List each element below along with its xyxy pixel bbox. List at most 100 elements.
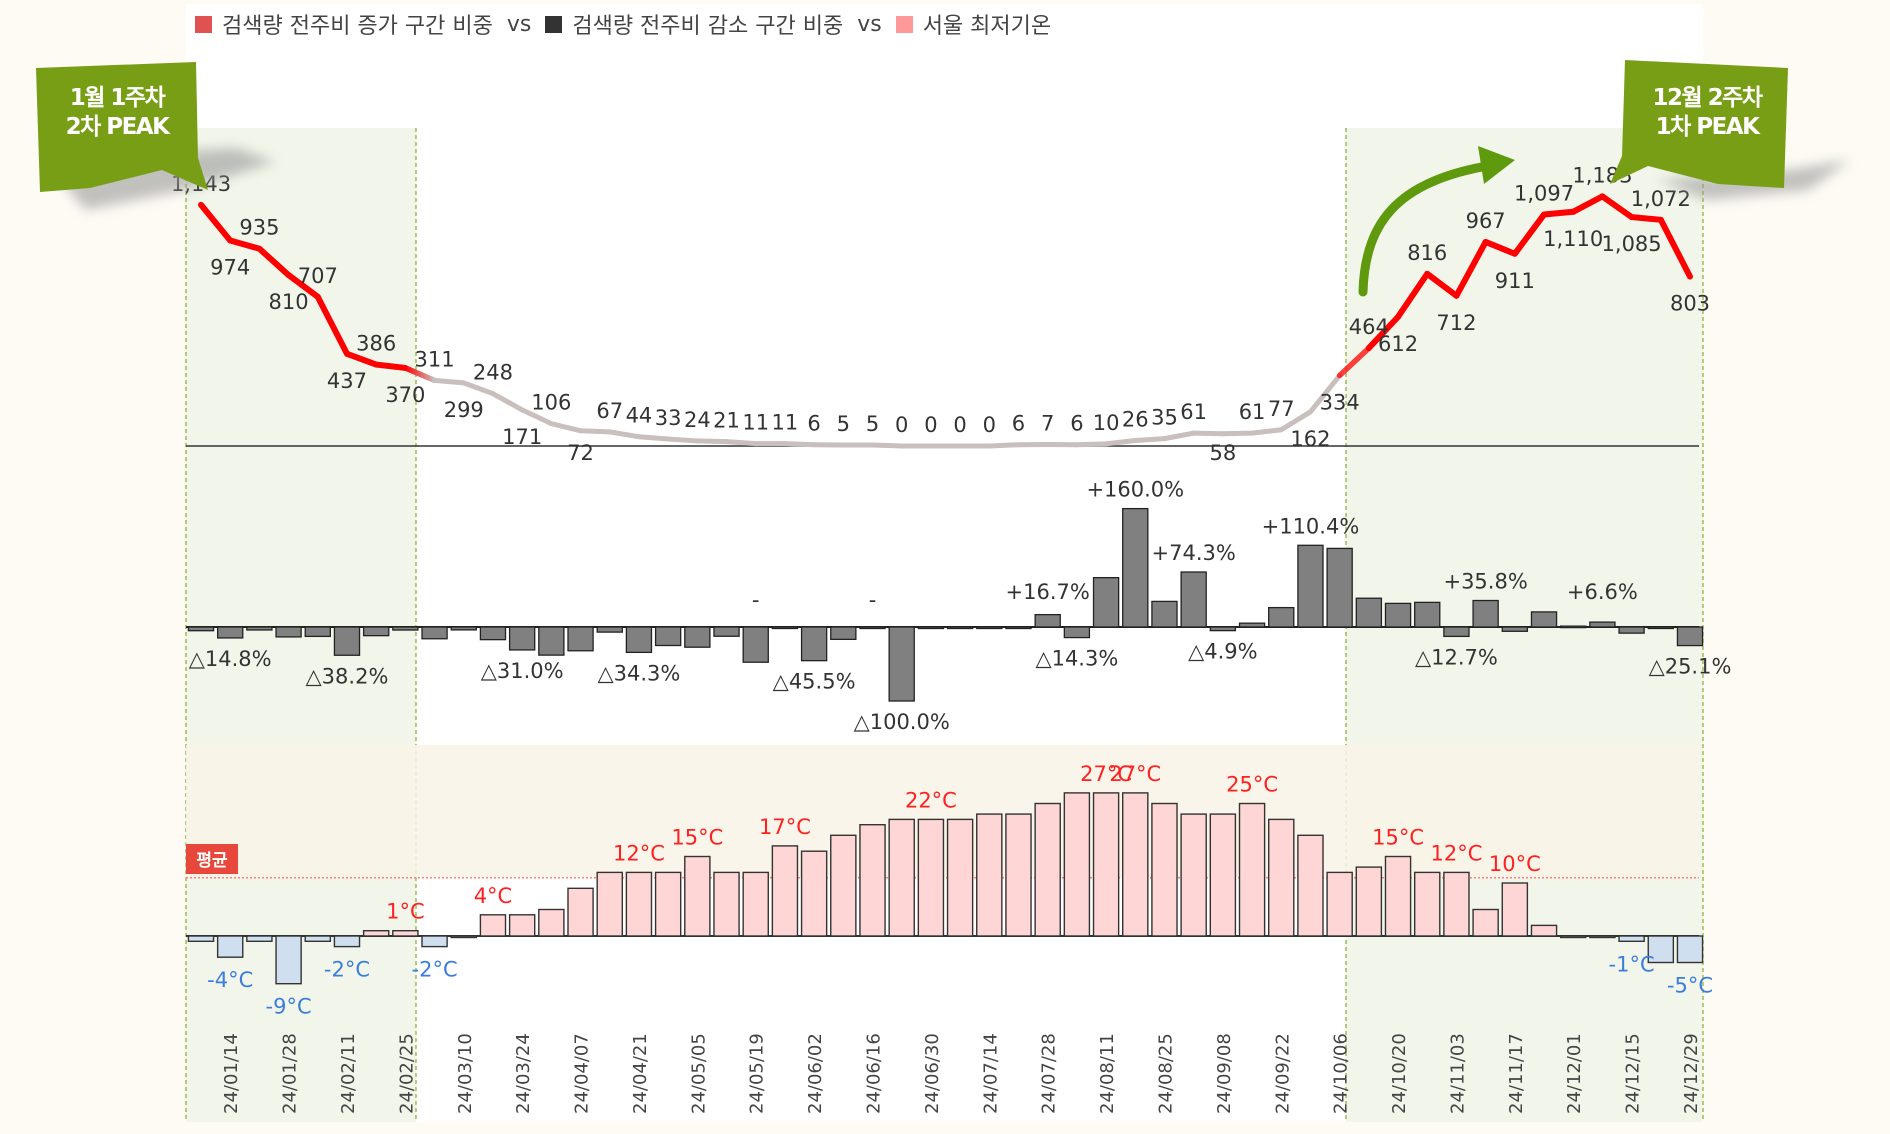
change-bar (888, 626, 915, 702)
line-segment (1453, 238, 1489, 299)
change-bar (684, 626, 711, 648)
change-data-label: △31.0% (481, 659, 564, 683)
change-data-label: +110.4% (1262, 514, 1360, 538)
x-tick-label: 24/07/28 (1039, 1033, 1060, 1114)
line-data-label: 803 (1670, 292, 1710, 316)
temperature-bar (1589, 935, 1616, 939)
change-data-label: +160.0% (1086, 478, 1184, 502)
change-data-label: △45.5% (773, 670, 856, 694)
line-data-label: 6 (807, 412, 820, 436)
change-bar (946, 626, 974, 630)
change-bar (304, 626, 331, 638)
legend-swatch-increase (195, 15, 212, 33)
line-segment (782, 441, 817, 448)
x-tick-label: 24/11/17 (1506, 1033, 1527, 1114)
change-bar (421, 626, 448, 640)
temperature-data-label: 12°C (613, 841, 665, 865)
line-data-label: 1,110 (1543, 227, 1603, 251)
x-tick-label: 24/07/14 (980, 1033, 1001, 1114)
line-segment (343, 350, 380, 368)
temperature-bar (479, 914, 507, 937)
line-segment (1482, 238, 1518, 257)
legend-item-decrease: 검색량 전주비 감소 구간 비중 (545, 8, 843, 40)
change-bar (216, 626, 244, 639)
legend-vs: vs (506, 11, 532, 37)
temperature-bar (508, 914, 536, 937)
line-segment (285, 272, 321, 300)
callout-left-line2: 2차 PEAK (65, 114, 170, 140)
temperature-data-label: 22°C (905, 788, 957, 812)
line-segment (373, 361, 409, 371)
line-data-label: 21 (713, 409, 740, 433)
temperature-data-label: -9°C (266, 995, 312, 1019)
temperature-bar (1209, 813, 1237, 937)
temperature-bar (684, 855, 711, 937)
x-tick-label: 24/01/28 (280, 1033, 301, 1114)
line-segment (1599, 193, 1635, 221)
line-data-label: 67 (596, 399, 623, 423)
x-tick-label: 24/09/08 (1214, 1033, 1235, 1114)
change-bar (479, 626, 507, 641)
temperature-data-label: 27°C (1080, 762, 1132, 786)
legend-label-decrease: 검색량 전주비 감소 구간 비중 (572, 14, 844, 39)
temperature-bar (859, 824, 886, 937)
line-segment (1541, 208, 1577, 218)
line-data-label: 1,097 (1514, 182, 1574, 206)
line-segment (694, 438, 730, 445)
temperature-bar (1559, 935, 1587, 939)
change-bar (1472, 599, 1499, 628)
change-bar (1034, 613, 1061, 628)
temperature-bar (1384, 855, 1412, 937)
temperature-bar (917, 818, 945, 937)
change-bar (742, 626, 769, 663)
change-bar (859, 626, 886, 630)
change-bar (1238, 622, 1266, 628)
temperature-data-label: -2°C (324, 958, 370, 982)
x-tick-label: 24/12/01 (1564, 1033, 1585, 1114)
x-tick-label: 24/11/03 (1447, 1033, 1468, 1114)
line-segment (1307, 373, 1343, 415)
x-tick-label: 24/02/11 (338, 1033, 359, 1114)
legend-swatch-decrease (545, 15, 563, 33)
line-data-label: 61 (1180, 400, 1207, 424)
change-bar (654, 626, 682, 647)
temperature-bar (275, 935, 302, 985)
line-data-label: 816 (1407, 241, 1447, 265)
line-segment (461, 380, 496, 397)
change-bar (1297, 544, 1324, 628)
line-data-label: 311 (415, 347, 455, 371)
temperature-data-label: -4°C (207, 968, 253, 992)
temperature-bar (187, 935, 215, 943)
x-tick-label: 24/02/25 (396, 1033, 417, 1114)
legend-item-increase: 검색량 전주비 증가 구간 비중 (195, 8, 493, 40)
line-segment (1278, 409, 1313, 433)
line-data-label: 44 (626, 404, 653, 428)
line-segment (1365, 313, 1402, 352)
line-data-label: 712 (1436, 311, 1476, 335)
legend-item-temperature: 서울 최저기온 (895, 8, 1052, 40)
line-segment (636, 434, 671, 442)
change-bar (538, 626, 565, 656)
temperature-data-label: -1°C (1609, 952, 1655, 976)
line-segment (490, 391, 525, 413)
line-data-label: 11 (742, 411, 769, 435)
line-segment (1657, 216, 1693, 280)
legend-label-temperature: 서울 최저기온 (922, 14, 1052, 39)
line-data-label: 35 (1151, 406, 1178, 430)
line-data-label: 974 (210, 255, 250, 279)
line-segment (986, 442, 1021, 449)
callout-left-shape (36, 62, 276, 210)
change-bar (976, 626, 1003, 630)
line-data-label: 171 (502, 425, 542, 449)
x-tick-label: 24/05/05 (688, 1033, 709, 1114)
temperature-bar (450, 935, 478, 939)
change-bar (1618, 626, 1645, 634)
line-data-label: 0 (953, 413, 966, 437)
line-segment (1191, 430, 1226, 437)
x-tick-label: 24/06/02 (805, 1033, 826, 1114)
line-data-label: 10 (1093, 411, 1120, 435)
x-tick-label: 24/05/19 (747, 1033, 768, 1114)
temperature-data-label: 25°C (1226, 773, 1278, 797)
change-bar (187, 626, 215, 632)
